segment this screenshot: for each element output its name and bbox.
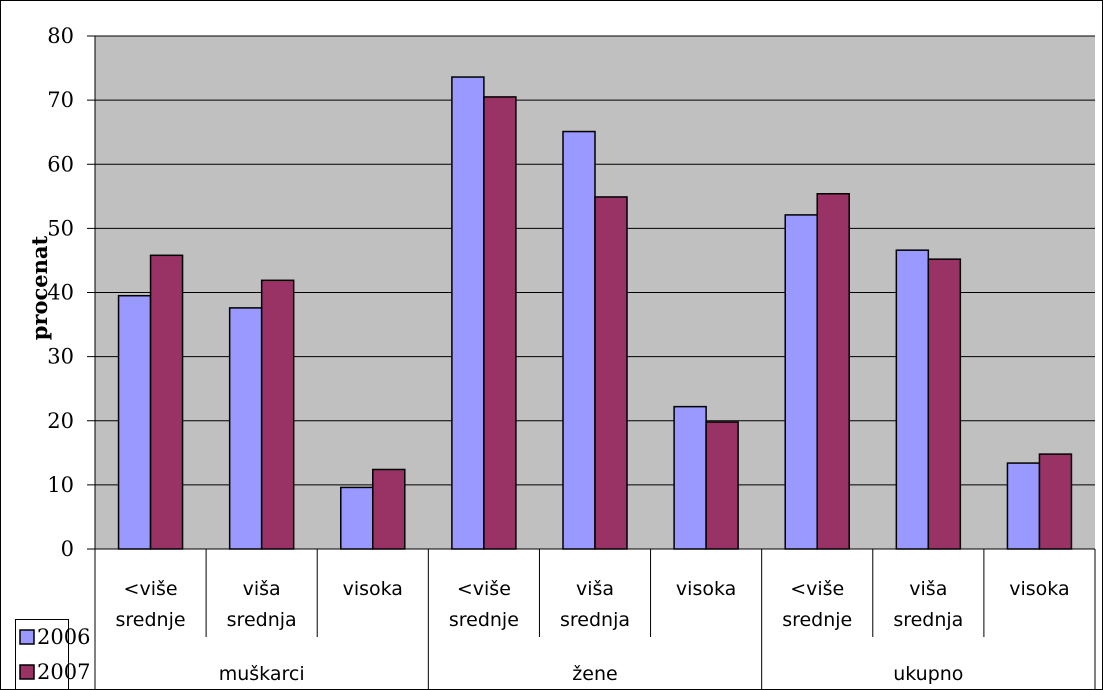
y-tick-label: 80 [47,24,74,48]
x-category-label: viša [909,578,947,600]
legend-swatch-2007 [19,664,35,680]
bar-2006 [562,130,596,550]
bar-2006 [1006,462,1041,550]
x-category-label: srednja [227,609,297,631]
x-group-label: žene [572,663,617,685]
y-tick-label: 70 [47,88,74,112]
x-category-label: visoka [676,578,736,600]
x-group-label: ukupno [893,663,963,685]
y-tick-label: 20 [47,409,74,433]
legend-label: 2007 [37,660,90,684]
bar-2006 [451,76,485,550]
y-tick-label: 40 [47,281,74,305]
x-category-label: srednja [893,609,963,631]
legend-label: 2006 [37,625,90,649]
legend: 2006 2007 [15,619,90,690]
x-category-label: srednje [782,609,852,631]
bar-2006 [673,405,707,550]
x-category-label: srednje [449,609,519,631]
bar-2007 [149,254,184,550]
bar-2006 [117,294,152,550]
x-category-label: <više [790,578,844,600]
bar-2007 [260,279,295,550]
x-category-label: viša [576,578,614,600]
bar-2006 [895,249,930,550]
bar-2007 [816,192,850,550]
bar-2007 [705,421,739,550]
bar-2007 [483,96,517,550]
bar-2007 [1038,453,1073,550]
x-category-label: visoka [343,578,403,600]
y-tick-label: 60 [47,152,74,176]
x-category-label: visoka [1009,578,1069,600]
bar-2007 [372,468,406,550]
x-category-label: srednje [116,609,186,631]
y-axis-ticks: 0 10 20 30 40 50 60 70 80 [47,24,95,561]
legend-swatch-2006 [19,629,35,645]
x-category-label: srednja [560,609,630,631]
y-tick-label: 30 [47,345,74,369]
bar-2006 [340,486,374,550]
bar-2007 [927,258,962,550]
y-tick-label: 50 [47,216,74,240]
x-group-label: muškarci [219,663,305,685]
x-category-label: <više [124,578,178,600]
bars [117,76,1073,550]
bar-2007 [594,196,628,550]
x-category-label: viša [243,578,281,600]
bar-2006 [228,307,263,550]
y-axis-label: procenat [27,235,52,340]
y-tick-label: 10 [47,473,74,497]
bar-2006 [784,214,818,550]
x-axis-categories: <više srednje viša srednja visoka <više srednj… [94,549,1096,690]
y-tick-label: 0 [61,537,74,561]
x-category-label: <više [457,578,511,600]
